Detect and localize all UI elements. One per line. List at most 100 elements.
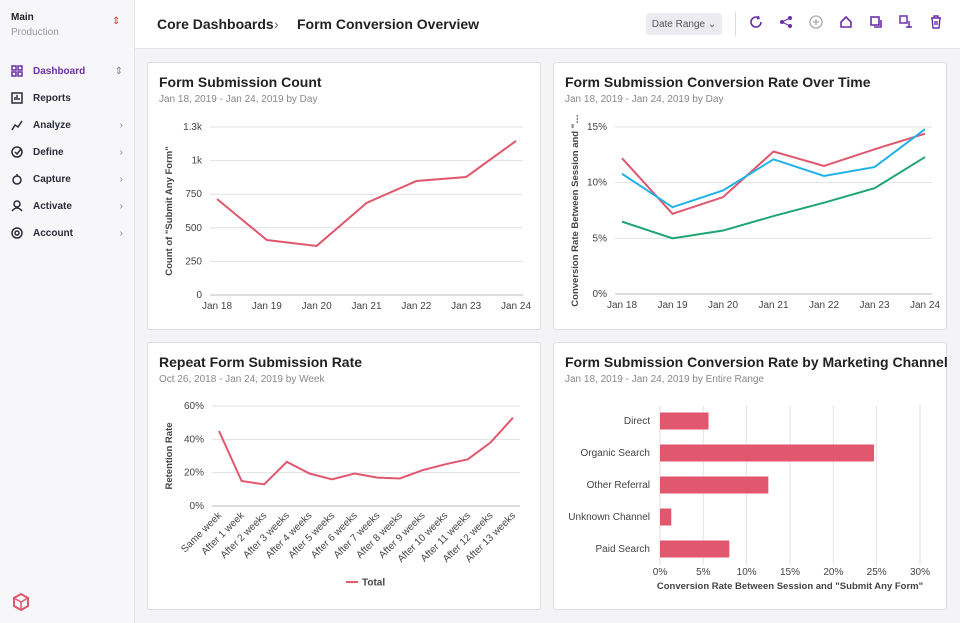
bar: [660, 540, 730, 558]
y-tick-label: 20%: [184, 468, 204, 479]
y-tick-label: 10%: [587, 178, 607, 189]
x-tick-label: 0%: [653, 567, 668, 578]
bar: [660, 444, 875, 462]
bar: [660, 508, 672, 526]
chart-subtitle: Jan 18, 2019 - Jan 24, 2019 by Entire Ra…: [565, 374, 765, 385]
y-tick-label: 250: [185, 256, 202, 267]
nav-chevron: ›: [119, 227, 123, 239]
y-tick-label: Unknown Channel: [568, 512, 650, 523]
x-tick-label: Jan 24: [910, 300, 940, 311]
environment[interactable]: Production: [11, 27, 59, 38]
x-tick-label: 20%: [823, 567, 843, 578]
nav-icon: [11, 227, 23, 239]
nav-label: Analyze: [33, 119, 71, 131]
x-tick-label: Jan 24: [501, 301, 531, 312]
nav-label: Define: [33, 146, 64, 158]
y-tick-label: Other Referral: [587, 480, 650, 491]
line-series: [621, 132, 926, 215]
y-tick-label: 0: [196, 290, 202, 301]
y-tick-label: 5%: [593, 233, 608, 244]
x-tick-label: Jan 22: [809, 300, 839, 311]
x-tick-label: Jan 21: [351, 301, 381, 312]
y-tick-label: 0%: [593, 289, 608, 300]
chart-title: Form Submission Conversion Rate Over Tim…: [565, 74, 871, 90]
bar: [660, 476, 769, 494]
breadcrumb-separator: ›: [274, 16, 279, 32]
date-range-label: Date Range: [651, 18, 706, 30]
chart: 0% 5% 10% 15% 20% 25% 30% Direct Organic Search O…: [568, 405, 930, 592]
breadcrumb[interactable]: Core Dashboards: [157, 16, 274, 32]
nav-label: Account: [33, 227, 73, 239]
nav-item[interactable]: Activate ›: [11, 196, 123, 216]
y-tick-label: 500: [185, 223, 202, 234]
y-axis-label: Count of "Submit Any Form": [164, 146, 175, 276]
y-tick-label: 1k: [191, 156, 203, 167]
workspace-switch[interactable]: ⇕: [112, 16, 121, 27]
x-tick-label: Jan 20: [708, 300, 738, 311]
x-tick-label: Jan 18: [607, 300, 637, 311]
nav-item[interactable]: Account ›: [11, 223, 123, 243]
add-icon[interactable]: [809, 15, 823, 29]
x-tick-label: 5%: [696, 567, 711, 578]
x-tick-label: Jan 19: [657, 300, 687, 311]
delete-icon[interactable]: [929, 15, 943, 29]
y-tick-label: Organic Search: [581, 448, 650, 459]
nav-label: Reports: [33, 92, 71, 104]
nav-item[interactable]: Capture ›: [11, 169, 123, 189]
nav-chevron: ›: [119, 119, 123, 131]
nav-item[interactable]: Define ›: [11, 142, 123, 162]
y-tick-label: Direct: [624, 416, 650, 427]
chart-title: Form Submission Count: [159, 74, 322, 90]
divider: [735, 12, 736, 36]
line-series: [218, 416, 514, 486]
copy-icon[interactable]: [869, 15, 883, 29]
nav-label: Activate: [33, 200, 72, 212]
x-tick-label: 30%: [910, 567, 930, 578]
chart-card: Form Submission Conversion Rate Over Tim…: [553, 62, 947, 330]
nav-item[interactable]: Dashboard ⇕: [11, 61, 123, 81]
x-tick-label: Jan 18: [202, 301, 232, 312]
x-tick-label: 25%: [867, 567, 887, 578]
x-tick-label: 15%: [780, 567, 800, 578]
x-tick-label: Jan 21: [758, 300, 788, 311]
workspace[interactable]: Main: [11, 12, 34, 23]
y-tick-label: 0%: [190, 501, 205, 512]
bar: [660, 412, 709, 430]
y-tick-label: 15%: [587, 122, 607, 133]
x-tick-label: Jan 19: [252, 301, 282, 312]
nav-item[interactable]: Analyze ›: [11, 115, 123, 135]
nav-item[interactable]: Reports: [11, 88, 123, 108]
y-axis-label: Retention Rate: [164, 422, 175, 489]
breadcrumb-current: Form Conversion Overview: [297, 16, 480, 32]
nav-icon: [11, 65, 23, 77]
nav-chevron: ›: [119, 146, 123, 158]
line-series: [216, 140, 517, 247]
y-tick-label: 40%: [184, 434, 204, 445]
chart-card: Form Submission Count Jan 18, 2019 - Jan …: [147, 62, 541, 330]
nav-icon: [11, 92, 23, 104]
chart-subtitle: Jan 18, 2019 - Jan 24, 2019 by Day: [159, 94, 318, 105]
date-range-button[interactable]: Date Range ⌄: [646, 13, 722, 35]
x-tick-label: 10%: [737, 567, 757, 578]
sidebar: Main Production ⇕ Dashboard ⇕ Reports Analy…: [0, 0, 135, 623]
nav-icon: [12, 174, 22, 185]
chart-card: Repeat Form Submission Rate Oct 26, 2018 …: [147, 342, 541, 610]
logo: [13, 593, 29, 611]
x-tick-label: Jan 23: [451, 301, 481, 312]
y-tick-label: Paid Search: [596, 544, 650, 555]
home-icon[interactable]: [839, 15, 853, 29]
refresh-icon[interactable]: [749, 15, 763, 29]
nav-icon: [11, 120, 23, 131]
nav-chevron: ›: [119, 173, 123, 185]
y-tick-label: 1.3k: [183, 122, 203, 133]
line-series: [621, 156, 926, 240]
share-icon[interactable]: [779, 15, 793, 29]
line-series: [621, 128, 926, 209]
rename-icon[interactable]: [899, 15, 913, 29]
y-axis-label: Conversion Rate Between Session and "…: [570, 114, 581, 306]
x-tick-label: Jan 23: [859, 300, 889, 311]
nav-label: Capture: [33, 173, 71, 185]
nav-icon: [11, 200, 23, 212]
x-tick-label: Jan 22: [401, 301, 431, 312]
